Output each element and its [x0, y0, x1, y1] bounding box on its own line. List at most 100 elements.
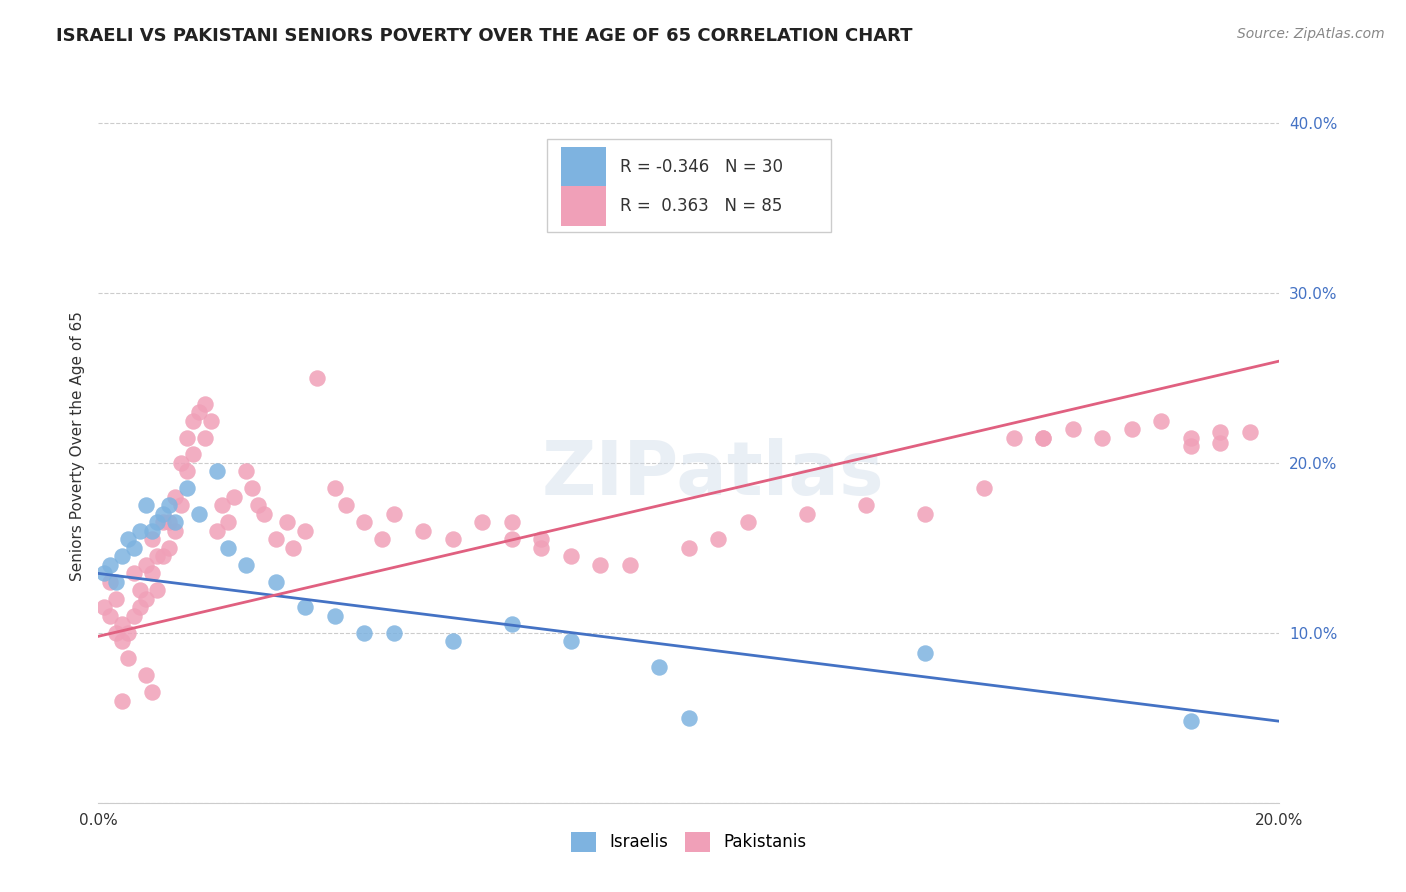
Point	[165, 524, 187, 538]
Point	[135, 499, 157, 513]
Point	[382, 507, 405, 521]
Point	[105, 626, 128, 640]
Point	[471, 516, 494, 530]
Point	[117, 626, 139, 640]
Point	[353, 516, 375, 530]
Point	[200, 413, 222, 427]
Point	[253, 507, 276, 521]
Point	[128, 583, 150, 598]
Point	[176, 482, 198, 496]
Point	[111, 634, 134, 648]
Point	[181, 413, 204, 427]
Point	[128, 524, 150, 538]
Point	[264, 533, 287, 547]
Point	[353, 626, 375, 640]
Point	[371, 533, 394, 547]
Point	[93, 600, 115, 615]
Point	[1062, 422, 1084, 436]
Point	[194, 396, 217, 410]
Point	[1150, 413, 1173, 427]
Point	[141, 685, 163, 699]
Point	[165, 516, 187, 530]
Text: Source: ZipAtlas.com: Source: ZipAtlas.com	[1237, 27, 1385, 41]
Point	[1002, 430, 1025, 444]
Point	[98, 608, 121, 623]
Point	[157, 516, 180, 530]
Point	[205, 524, 228, 538]
Point	[501, 533, 523, 547]
Point	[165, 490, 187, 504]
Point	[707, 533, 730, 547]
Point	[441, 634, 464, 648]
Point	[105, 574, 128, 589]
Point	[501, 617, 523, 632]
Point	[648, 660, 671, 674]
Point	[141, 533, 163, 547]
Point	[157, 499, 180, 513]
Point	[146, 583, 169, 598]
Point	[560, 634, 582, 648]
Text: R =  0.363   N = 85: R = 0.363 N = 85	[620, 197, 783, 215]
Point	[276, 516, 298, 530]
Point	[122, 608, 145, 623]
Point	[1209, 435, 1232, 450]
Point	[1032, 430, 1054, 444]
Point	[914, 507, 936, 521]
Point	[224, 490, 246, 504]
Point	[152, 516, 174, 530]
Point	[246, 499, 269, 513]
Point	[855, 499, 877, 513]
Point	[737, 516, 759, 530]
Point	[589, 558, 612, 572]
Point	[170, 456, 193, 470]
Point	[152, 507, 174, 521]
Y-axis label: Seniors Poverty Over the Age of 65: Seniors Poverty Over the Age of 65	[69, 311, 84, 581]
Point	[98, 558, 121, 572]
Text: ZIPatlas: ZIPatlas	[541, 438, 884, 511]
Point	[146, 516, 169, 530]
Point	[141, 524, 163, 538]
Point	[111, 617, 134, 632]
Point	[135, 668, 157, 682]
Point	[235, 558, 257, 572]
Point	[412, 524, 434, 538]
Point	[1091, 430, 1114, 444]
Point	[973, 482, 995, 496]
Point	[98, 574, 121, 589]
Point	[560, 549, 582, 564]
Point	[152, 549, 174, 564]
Point	[530, 533, 553, 547]
Point	[294, 524, 316, 538]
Point	[1239, 425, 1261, 440]
Point	[1209, 425, 1232, 440]
Point	[1180, 714, 1202, 729]
Point	[117, 651, 139, 665]
Point	[211, 499, 233, 513]
Point	[323, 482, 346, 496]
FancyBboxPatch shape	[547, 139, 831, 232]
Point	[235, 465, 257, 479]
Point	[187, 507, 209, 521]
Point	[122, 566, 145, 581]
Point	[122, 541, 145, 555]
Point	[264, 574, 287, 589]
Point	[146, 549, 169, 564]
Point	[217, 516, 239, 530]
Point	[294, 600, 316, 615]
Point	[1121, 422, 1143, 436]
Point	[157, 541, 180, 555]
Point	[135, 591, 157, 606]
Text: ISRAELI VS PAKISTANI SENIORS POVERTY OVER THE AGE OF 65 CORRELATION CHART: ISRAELI VS PAKISTANI SENIORS POVERTY OVE…	[56, 27, 912, 45]
Point	[530, 541, 553, 555]
Point	[382, 626, 405, 640]
Point	[441, 533, 464, 547]
Point	[117, 533, 139, 547]
Point	[176, 465, 198, 479]
Point	[135, 558, 157, 572]
Point	[205, 465, 228, 479]
Point	[323, 608, 346, 623]
Point	[678, 541, 700, 555]
Point	[93, 566, 115, 581]
Legend: Israelis, Pakistanis: Israelis, Pakistanis	[565, 825, 813, 859]
Point	[619, 558, 641, 572]
